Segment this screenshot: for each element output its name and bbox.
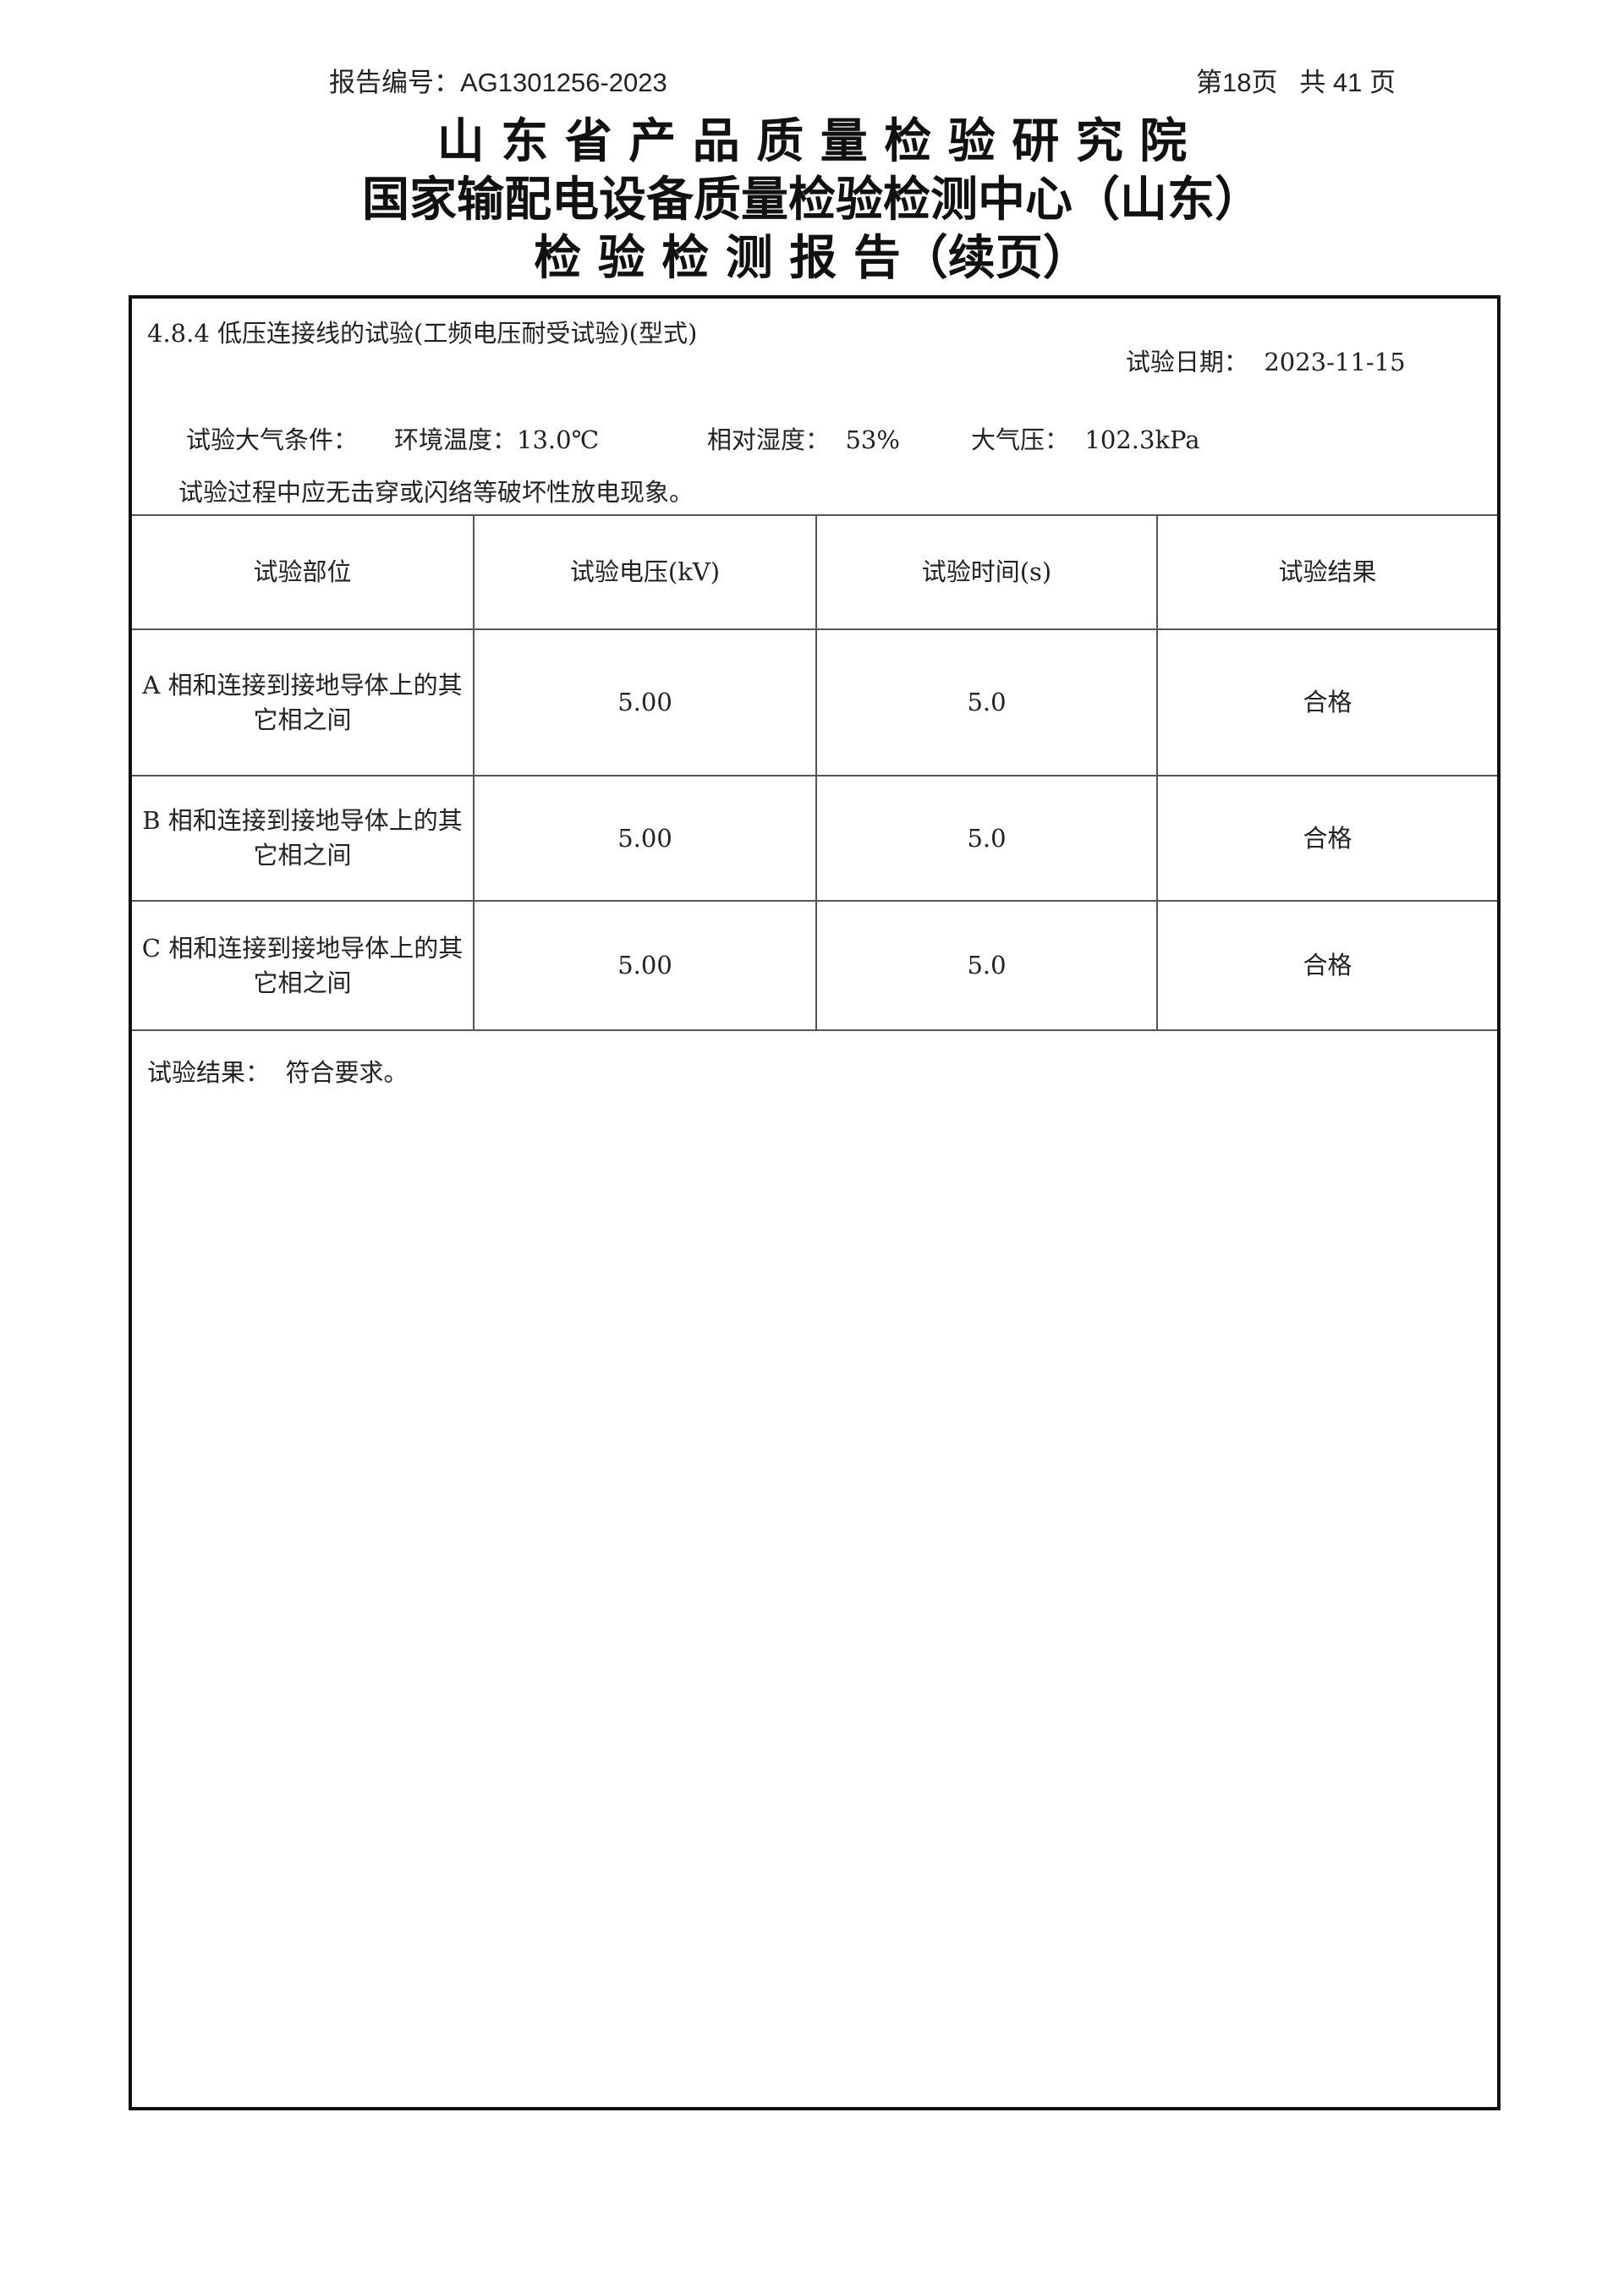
table-cell-time: 5.0: [967, 951, 1007, 980]
table-cell-time: 5.0: [967, 823, 1007, 853]
column-header: 试验时间(s): [921, 557, 1052, 587]
table-cell-result: 合格: [1303, 688, 1352, 717]
column-header: 试验电压(kV): [569, 557, 721, 587]
report-number-value: AG1301256-2023: [460, 68, 667, 97]
header-bottom-line: [132, 628, 1497, 630]
column-header: 试验部位: [253, 557, 352, 587]
test-result-label: 试验结果：: [147, 1058, 271, 1087]
requirement-note: 试验过程中应无击穿或闪络等破坏性放电现象。: [178, 478, 694, 507]
humidity-label: 相对湿度：: [707, 425, 831, 454]
report-title: 检 验 检 测 报 告（续页）: [534, 231, 1090, 286]
table-cell-result: 合格: [1303, 951, 1352, 980]
table-cell-position: C 相和连接到接地导体上的其它相之间: [141, 933, 464, 997]
report-number: 报告编号：AG1301256-2023: [329, 61, 667, 99]
conditions-label: 试验大气条件：: [186, 425, 359, 454]
table-cell-voltage: 5.00: [617, 688, 672, 717]
institute-title: 山 东 省 产 品 质 量 检 验 研 究 院: [436, 114, 1188, 169]
row-line: [132, 900, 1497, 902]
test-date-value: 2023-11-15: [1264, 348, 1406, 376]
column-divider: [1156, 514, 1158, 1029]
table-cell-result: 合格: [1303, 823, 1352, 853]
table-cell-time: 5.0: [967, 688, 1007, 717]
table-cell-voltage: 5.00: [617, 823, 672, 853]
table-cell-position: A 相和连接到接地导体上的其它相之间: [142, 670, 463, 734]
temperature-label: 环境温度：: [394, 425, 518, 454]
table-cell-position: B 相和连接到接地导体上的其它相之间: [142, 806, 463, 870]
column-divider: [473, 514, 475, 1029]
table-cell-voltage: 5.00: [617, 951, 672, 980]
page-info: 第18页 共 41 页: [1195, 68, 1396, 97]
temperature-value: 13.0℃: [517, 425, 600, 454]
report-body: 4.8.4 低压连接线的试验(工频电压耐受试验)(型式) 试验日期： 2023-…: [129, 295, 1501, 2110]
test-result-value: 符合要求。: [285, 1058, 409, 1087]
table-top-line: [132, 514, 1497, 516]
humidity-value: 53%: [845, 425, 900, 454]
test-date-label: 试验日期：: [1125, 348, 1248, 376]
section-heading: 4.8.4 低压连接线的试验(工频电压耐受试验)(型式): [147, 319, 698, 348]
pressure: 大气压： 102.3kPa: [971, 420, 1200, 456]
report-number-label: 报告编号：: [329, 68, 460, 97]
table-bottom-line: [132, 1029, 1497, 1031]
pressure-value: 102.3kPa: [1084, 425, 1200, 454]
test-date: 试验日期： 2023-11-15: [1095, 314, 1406, 407]
column-header: 试验结果: [1278, 557, 1377, 587]
row-line: [132, 775, 1497, 776]
center-title: 国家输配电设备质量检验检测中心（山东）: [362, 173, 1262, 228]
humidity: 相对湿度： 53%: [707, 420, 900, 456]
column-divider: [815, 514, 817, 1029]
test-result: 试验结果： 符合要求。: [147, 1053, 408, 1089]
temperature: 环境温度：13.0℃: [394, 420, 599, 456]
pressure-label: 大气压：: [971, 425, 1070, 454]
